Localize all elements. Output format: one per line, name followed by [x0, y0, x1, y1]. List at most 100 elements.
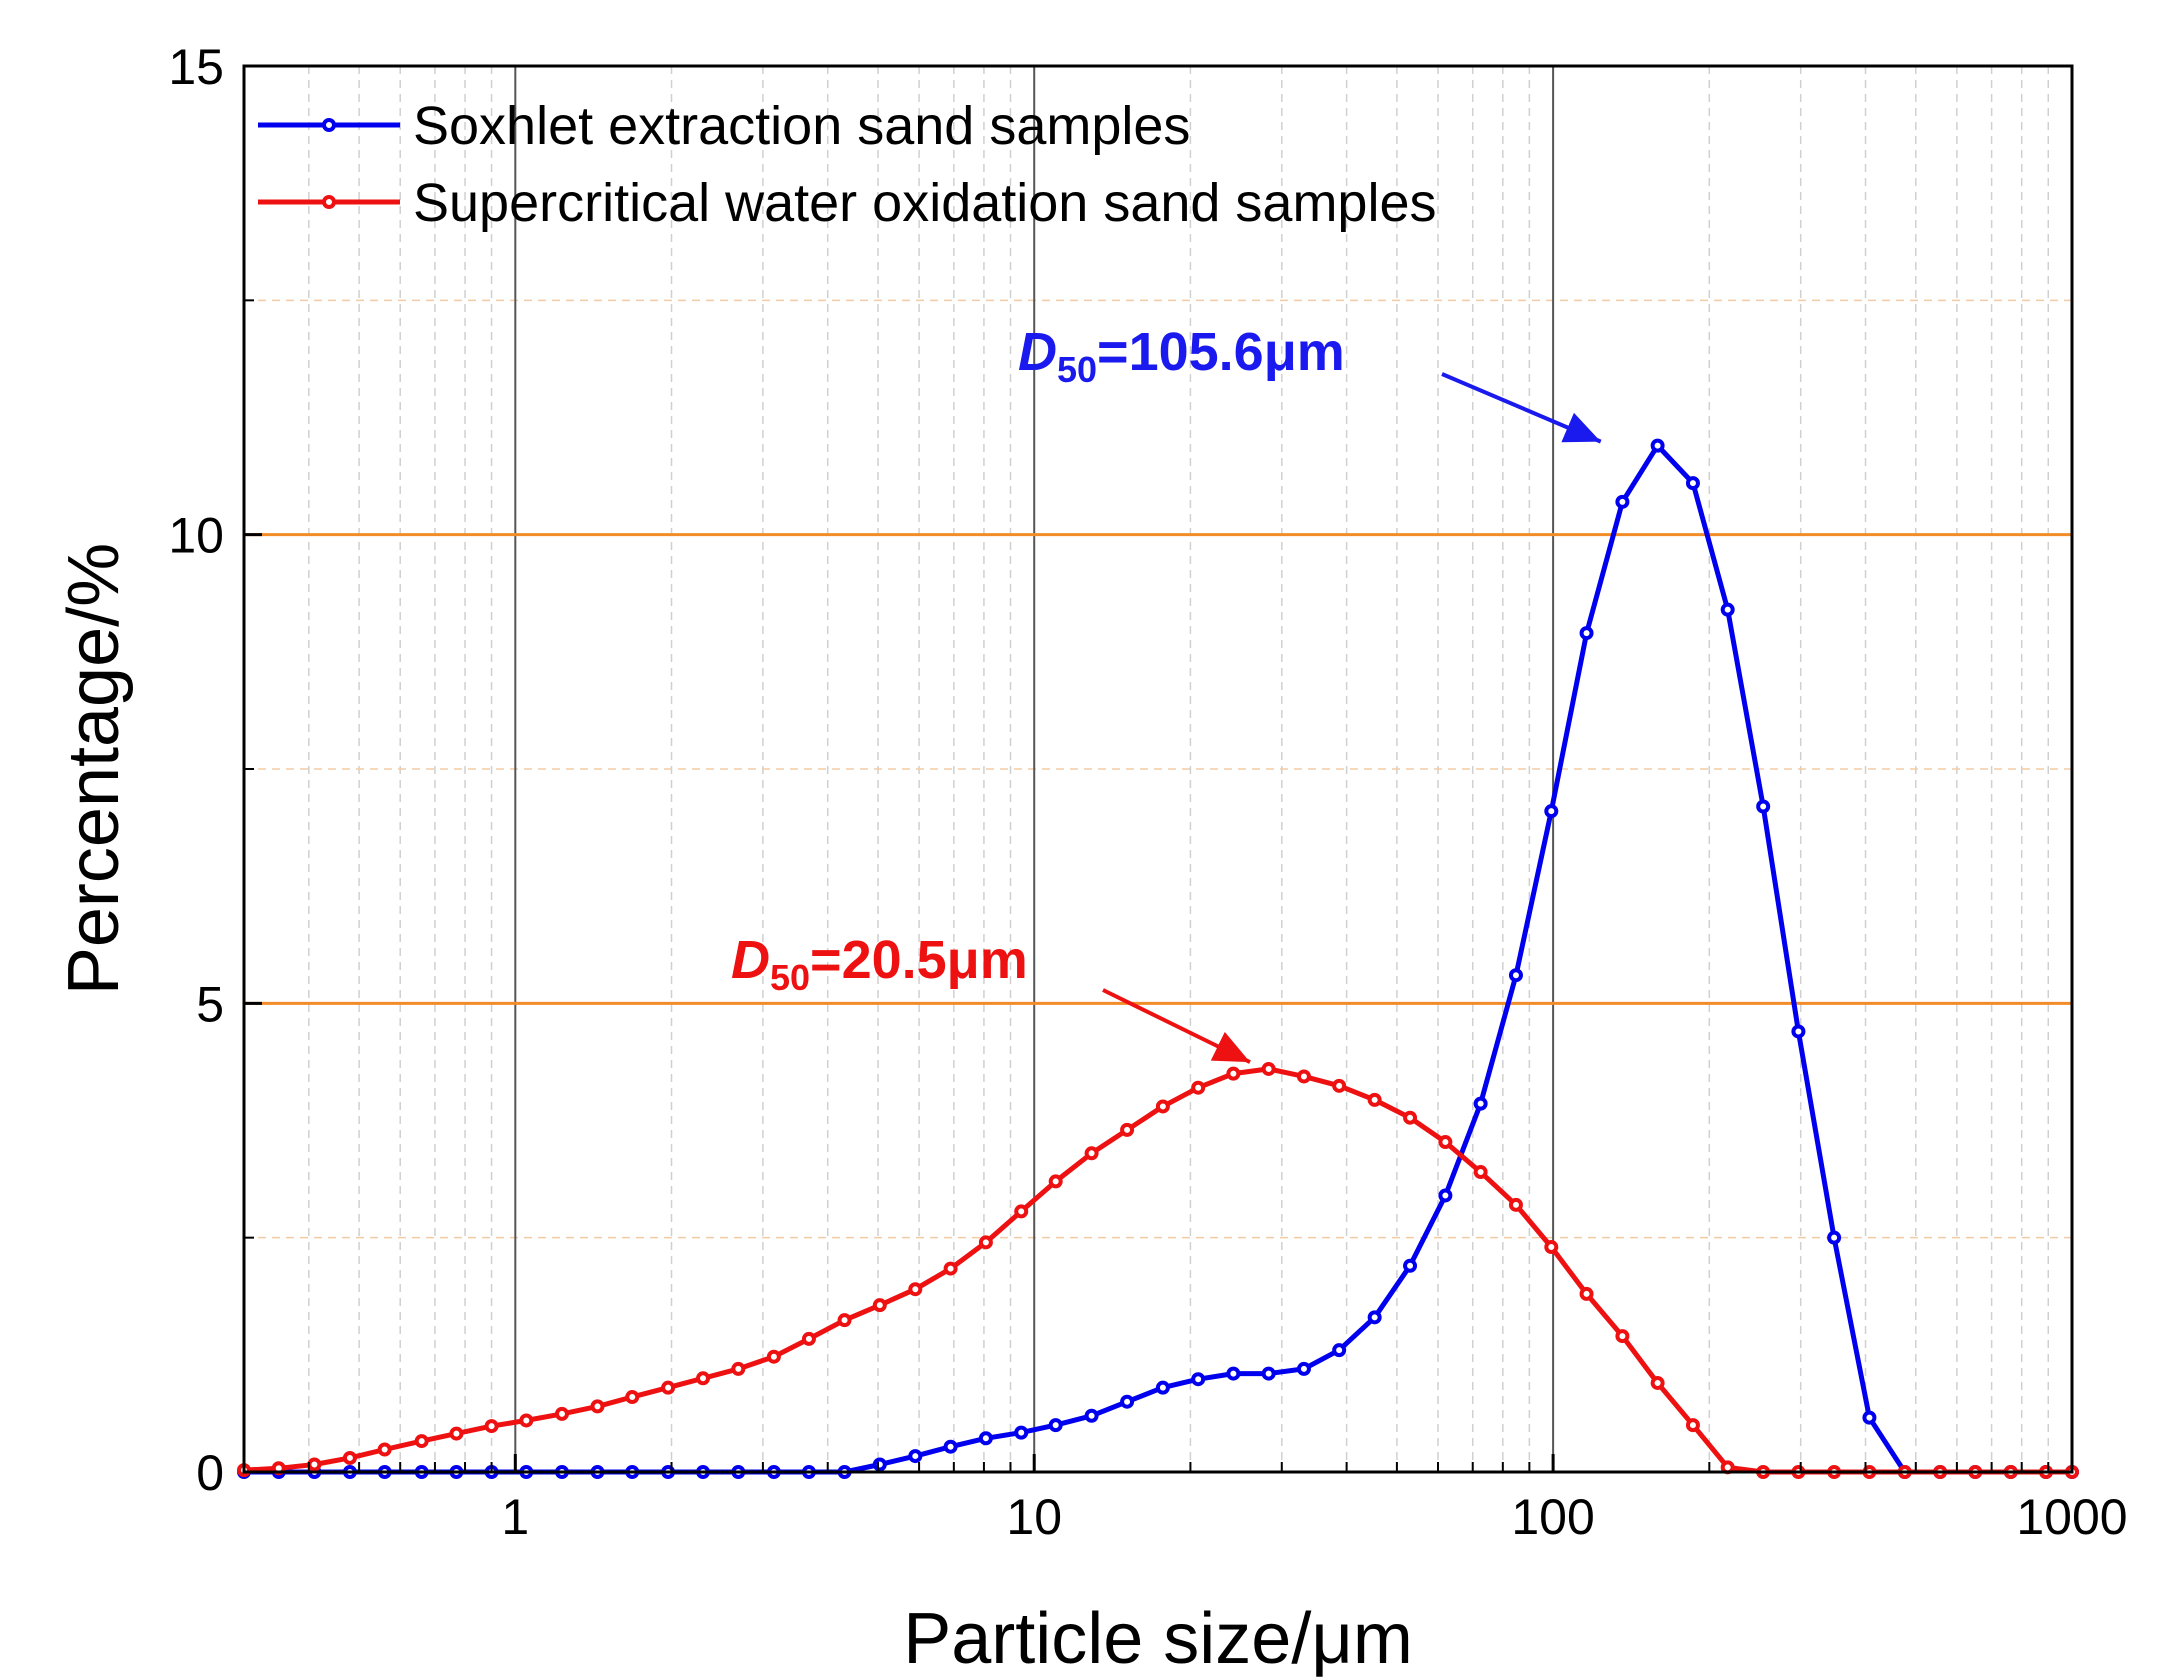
annotation-label-soxhlet: D50=105.6μm	[1018, 322, 1345, 390]
data-point	[731, 1361, 746, 1376]
annotation-value-soxhlet: =105.6μm	[1097, 322, 1345, 382]
data-point	[1191, 1080, 1206, 1095]
data-point	[908, 1449, 923, 1464]
data-point	[801, 1331, 816, 1346]
legend-entry-scwo: Supercritical water oxidation sand sampl…	[258, 173, 1437, 233]
data-point	[943, 1439, 958, 1454]
data-point	[1685, 1418, 1700, 1433]
y-axis-title: Percentage/%	[54, 543, 134, 995]
data-point	[1367, 1310, 1382, 1325]
data-point	[1508, 968, 1523, 983]
data-point	[837, 1313, 852, 1328]
data-point	[449, 1426, 464, 1441]
data-point	[1473, 1096, 1488, 1111]
data-point	[766, 1349, 781, 1364]
legend: Soxhlet extraction sand samples Supercri…	[258, 96, 1437, 233]
annotation-arrow-soxhlet	[1441, 372, 1602, 444]
y-tick-label: 5	[196, 976, 224, 1032]
legend-entry-soxhlet: Soxhlet extraction sand samples	[258, 96, 1190, 156]
data-point	[1827, 1230, 1842, 1245]
major-grid	[244, 66, 2072, 1472]
annotation-d-scwo: D	[731, 930, 770, 990]
annotations: D50=105.6μm D50=20.5μm	[731, 322, 1602, 1064]
data-point	[625, 1390, 640, 1405]
legend-marker-scwo	[322, 195, 336, 209]
data-point	[978, 1431, 993, 1446]
data-point	[590, 1399, 605, 1414]
minor-grid	[243, 66, 2072, 1472]
data-point	[414, 1434, 429, 1449]
annotation-subscript-soxhlet: 50	[1057, 349, 1097, 390]
data-point	[1720, 602, 1735, 617]
annotation-arrow-scwo	[1102, 988, 1251, 1064]
data-point	[1084, 1146, 1099, 1161]
data-point	[1296, 1069, 1311, 1084]
data-point	[661, 1380, 676, 1395]
data-point	[1155, 1099, 1170, 1114]
data-point	[1473, 1165, 1488, 1180]
data-point	[1403, 1110, 1418, 1125]
data-point	[1650, 1375, 1665, 1390]
data-point	[1014, 1204, 1029, 1219]
data-point	[943, 1261, 958, 1276]
data-point	[978, 1235, 993, 1250]
data-point	[1226, 1066, 1241, 1081]
annotation-value-scwo: =20.5μm	[810, 930, 1028, 990]
data-point	[1191, 1372, 1206, 1387]
data-point	[1332, 1078, 1347, 1093]
x-tick-label: 100	[1511, 1489, 1594, 1545]
data-point	[1508, 1197, 1523, 1212]
data-point	[554, 1406, 569, 1421]
y-tick-label: 15	[168, 39, 224, 95]
annotation-label-scwo: D50=20.5μm	[731, 930, 1028, 998]
data-point	[872, 1298, 887, 1313]
data-point	[1685, 476, 1700, 491]
data-point	[1332, 1343, 1347, 1358]
data-point	[1650, 438, 1665, 453]
x-tick-label: 1000	[2016, 1489, 2127, 1545]
y-tick-label: 0	[196, 1445, 224, 1501]
axis-ticks	[243, 64, 2074, 1474]
data-point	[1261, 1366, 1276, 1381]
data-point	[1862, 1410, 1877, 1425]
data-point	[1155, 1380, 1170, 1395]
data-point	[1615, 1329, 1630, 1344]
data-point	[696, 1371, 711, 1386]
data-point	[1756, 799, 1771, 814]
data-point	[1367, 1092, 1382, 1107]
data-point	[908, 1282, 923, 1297]
data-point	[1403, 1258, 1418, 1273]
x-axis-title: Particle size/μm	[903, 1599, 1413, 1679]
data-point	[1438, 1135, 1453, 1150]
data-point	[1261, 1061, 1276, 1076]
data-point	[1791, 1024, 1806, 1039]
data-point	[1544, 804, 1559, 819]
data-point	[1014, 1425, 1029, 1440]
annotation-d-soxhlet: D	[1018, 322, 1057, 382]
data-point	[1084, 1408, 1099, 1423]
data-point	[484, 1419, 499, 1434]
tick-labels: 1 10 100 1000 0 5 10 15	[168, 39, 2127, 1545]
data-point	[872, 1457, 887, 1472]
annotation-subscript-scwo: 50	[770, 957, 810, 998]
data-point	[307, 1457, 322, 1472]
data-point	[519, 1413, 534, 1428]
data-point	[1120, 1394, 1135, 1409]
x-tick-label: 10	[1006, 1489, 1062, 1545]
data-point	[1615, 494, 1630, 509]
data-point	[1296, 1361, 1311, 1376]
annotation-d50-scwo: D50=20.5μm	[731, 930, 1251, 1064]
data-point	[1579, 1286, 1594, 1301]
data-point	[342, 1450, 357, 1465]
data-point	[1438, 1188, 1453, 1203]
legend-marker-soxhlet	[322, 118, 336, 132]
y-tick-label: 10	[168, 508, 224, 564]
legend-label-soxhlet: Soxhlet extraction sand samples	[413, 96, 1190, 156]
data-point	[1048, 1418, 1063, 1433]
data-point	[1048, 1174, 1063, 1189]
legend-label-scwo: Supercritical water oxidation sand sampl…	[413, 173, 1437, 233]
x-tick-label: 1	[501, 1489, 529, 1545]
annotation-d50-soxhlet: D50=105.6μm	[1018, 322, 1602, 444]
